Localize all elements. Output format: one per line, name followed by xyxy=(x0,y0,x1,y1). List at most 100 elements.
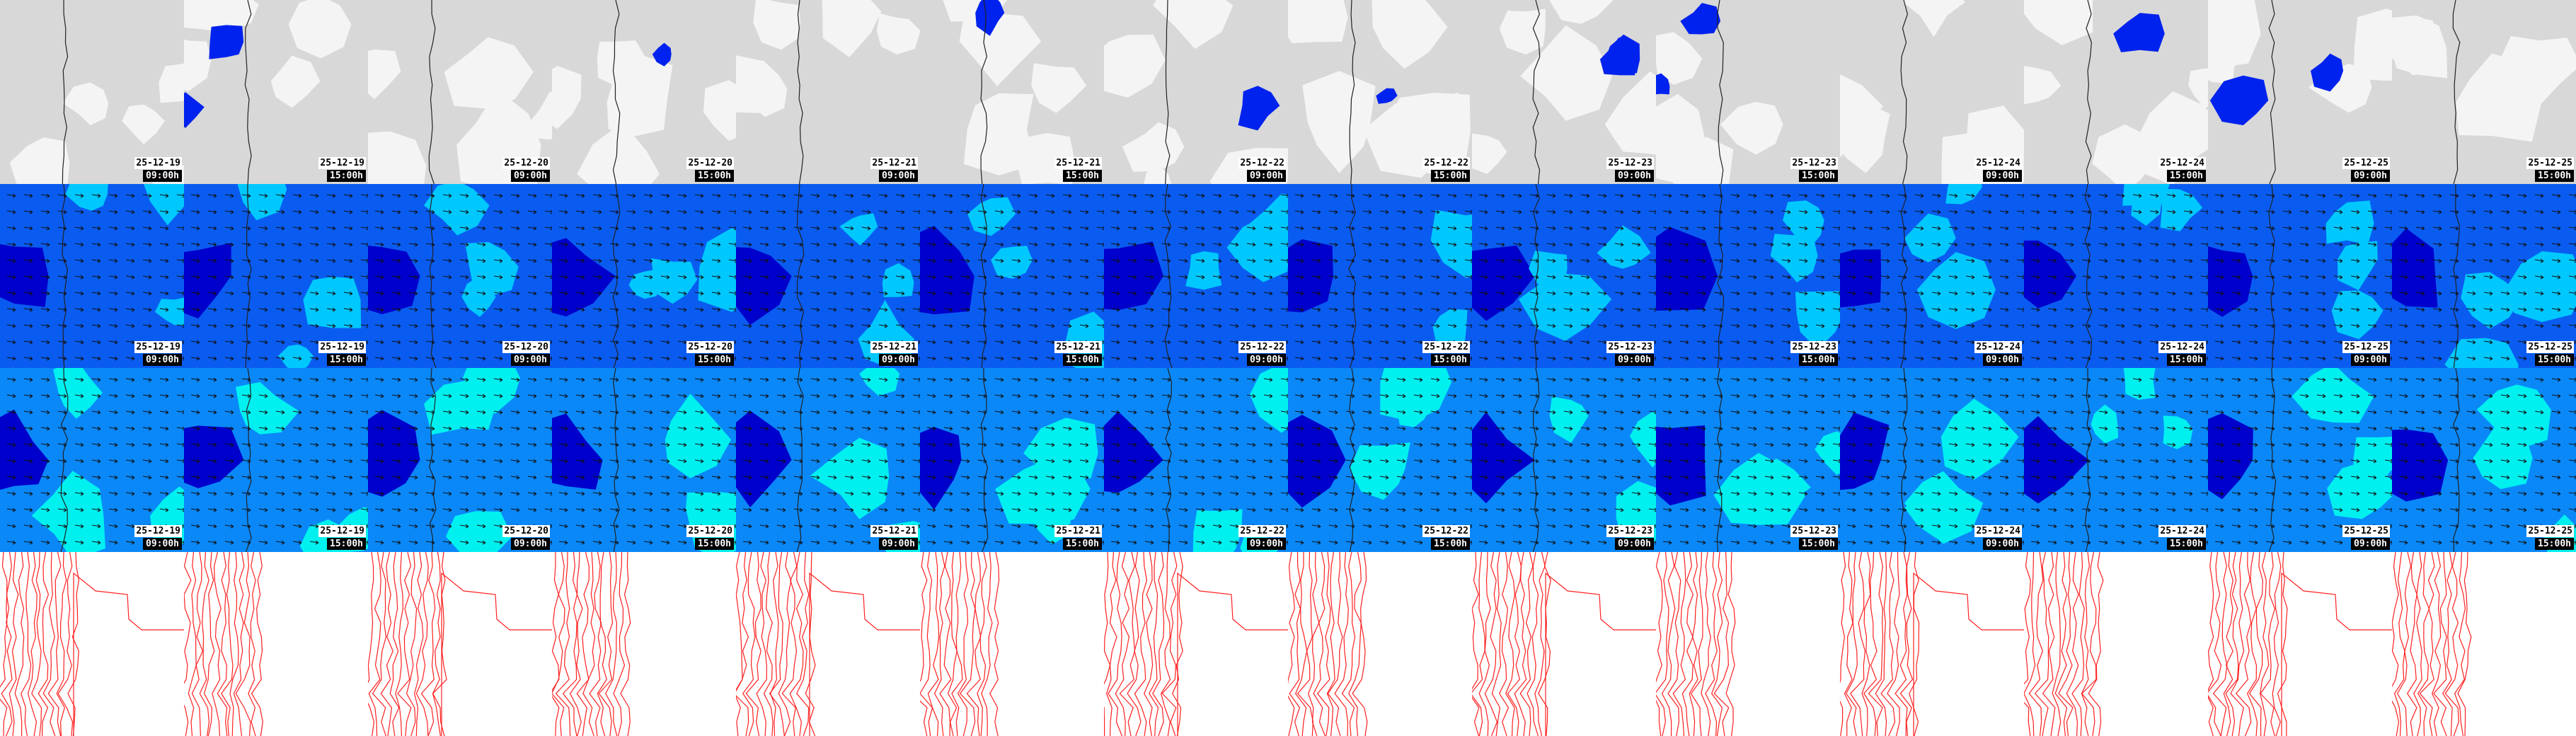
wind-arrow-icon xyxy=(844,340,854,345)
wind-map-lower-tile[interactable]: 25-12-25 15:00h xyxy=(2392,368,2576,552)
pressure-isobar-map-tile[interactable] xyxy=(552,552,736,736)
wind-arrow-icon xyxy=(2200,475,2208,480)
pressure-isobar-map-tile[interactable] xyxy=(1656,552,1840,736)
wind-arrow-icon xyxy=(40,442,50,447)
pressure-isobar-map-tile[interactable] xyxy=(1840,552,2024,736)
wind-arrow-icon xyxy=(742,426,752,431)
wind-arrow-icon xyxy=(74,209,84,214)
wind-arrow-icon xyxy=(224,209,234,214)
cloud-cover-map-tile[interactable]: 25-12-25 15:00h xyxy=(2392,0,2576,184)
wind-arrow-icon xyxy=(2098,426,2108,431)
wind-arrow-icon xyxy=(1679,540,1689,545)
pressure-isobar-map-tile[interactable] xyxy=(2208,552,2392,736)
wind-arrow-icon xyxy=(309,258,319,263)
wind-arrow-icon xyxy=(558,442,568,447)
wind-arrow-icon xyxy=(1079,377,1089,382)
wind-map-lower-tile[interactable]: 25-12-21 09:00h xyxy=(736,368,920,552)
wind-map-upper-tile[interactable]: 25-12-23 09:00h xyxy=(1472,184,1656,368)
wind-map-lower-tile[interactable]: 25-12-24 09:00h xyxy=(1840,368,2024,552)
wind-map-lower-tile[interactable]: 25-12-19 15:00h xyxy=(184,368,368,552)
wind-arrow-icon xyxy=(2316,377,2326,382)
wind-arrow-icon xyxy=(912,442,920,447)
wind-map-lower-tile[interactable]: 25-12-24 15:00h xyxy=(2024,368,2208,552)
wind-map-upper-tile[interactable]: 25-12-21 15:00h xyxy=(920,184,1104,368)
wind-arrow-icon xyxy=(1863,242,1873,247)
pressure-isobar-map-tile[interactable] xyxy=(1104,552,1288,736)
pressure-isobar-map-tile[interactable] xyxy=(2024,552,2208,736)
wind-arrow-icon xyxy=(374,226,384,231)
wind-arrow-icon xyxy=(861,275,871,280)
clear-sky-area xyxy=(1520,25,1613,121)
pressure-isobar-map-tile[interactable] xyxy=(368,552,552,736)
cloud-cover-map-tile[interactable]: 25-12-24 15:00h xyxy=(2024,0,2208,184)
wind-map-upper-tile[interactable]: 25-12-21 09:00h xyxy=(736,184,920,368)
pressure-isobar-map-tile[interactable] xyxy=(0,552,184,736)
wind-map-lower-tile[interactable]: 25-12-23 15:00h xyxy=(1656,368,1840,552)
wind-map-lower-tile[interactable]: 25-12-22 15:00h xyxy=(1288,368,1472,552)
wind-arrow-icon xyxy=(2500,393,2510,398)
cloud-cover-map-tile[interactable]: 25-12-23 15:00h xyxy=(1656,0,1840,184)
wind-map-upper-tile[interactable]: 25-12-20 09:00h xyxy=(368,184,552,368)
wind-map-lower-tile[interactable]: 25-12-22 09:00h xyxy=(1104,368,1288,552)
cloud-cover-map-tile[interactable]: 25-12-25 09:00h xyxy=(2208,0,2392,184)
wind-arrow-icon xyxy=(1045,275,1055,280)
pressure-isobar-map-tile[interactable] xyxy=(1472,552,1656,736)
clear-sky-area xyxy=(1656,32,1703,85)
pressure-isobar-map-tile[interactable] xyxy=(1288,552,1472,736)
wind-arrow-icon xyxy=(776,426,786,431)
wind-map-upper-tile[interactable]: 25-12-19 15:00h xyxy=(184,184,368,368)
wind-arrow-icon xyxy=(1713,491,1723,496)
cloud-cover-map-tile[interactable]: 25-12-19 15:00h xyxy=(184,0,368,184)
wind-arrow-icon xyxy=(2483,323,2493,328)
pressure-isobar-map-tile[interactable] xyxy=(2392,552,2576,736)
pressure-isobar-map-tile[interactable] xyxy=(920,552,1104,736)
wind-arrow-icon xyxy=(1028,524,1038,529)
wind-arrow-icon xyxy=(2449,377,2459,382)
wind-arrow-icon xyxy=(2316,275,2326,280)
wind-arrow-icon xyxy=(2200,226,2208,231)
wind-arrow-icon xyxy=(2333,507,2343,512)
cloud-cover-map-tile[interactable]: 25-12-22 15:00h xyxy=(1288,0,1472,184)
wind-map-upper-tile[interactable]: 25-12-24 15:00h xyxy=(2024,184,2208,368)
wind-arrow-icon xyxy=(1045,507,1055,512)
wind-map-lower-tile[interactable]: 25-12-20 09:00h xyxy=(368,368,552,552)
wind-map-lower-tile[interactable]: 25-12-20 15:00h xyxy=(552,368,736,552)
wind-arrow-icon xyxy=(1379,426,1389,431)
pressure-isobar-map-tile[interactable] xyxy=(184,552,368,736)
wind-arrow-icon xyxy=(527,258,537,263)
wind-arrow-icon xyxy=(1747,393,1757,398)
cloud-cover-map-tile[interactable]: 25-12-21 09:00h xyxy=(736,0,920,184)
wind-arrow-icon xyxy=(2132,393,2142,398)
wind-arrow-icon xyxy=(343,507,353,512)
cloud-cover-map-tile[interactable]: 25-12-20 15:00h xyxy=(552,0,736,184)
wind-map-upper-tile[interactable]: 25-12-24 09:00h xyxy=(1840,184,2024,368)
wind-arrow-icon xyxy=(660,193,670,198)
wind-map-upper-tile[interactable]: 25-12-19 09:00h xyxy=(0,184,184,368)
wind-arrow-icon xyxy=(1512,442,1522,447)
wind-map-upper-tile[interactable]: 25-12-22 15:00h xyxy=(1288,184,1472,368)
wind-arrow-icon xyxy=(2231,209,2241,214)
cloud-cover-map-tile[interactable]: 25-12-23 09:00h xyxy=(1472,0,1656,184)
cloud-cover-map-tile[interactable]: 25-12-24 09:00h xyxy=(1840,0,2024,184)
cloud-cover-map-tile[interactable]: 25-12-22 09:00h xyxy=(1104,0,1288,184)
cloud-cover-map-tile[interactable]: 25-12-20 09:00h xyxy=(368,0,552,184)
wind-map-lower-tile[interactable]: 25-12-23 09:00h xyxy=(1472,368,1656,552)
wind-map-upper-tile[interactable]: 25-12-23 15:00h xyxy=(1656,184,1840,368)
pressure-isobar-map-tile[interactable] xyxy=(736,552,920,736)
cloud-cover-map-tile[interactable]: 25-12-21 15:00h xyxy=(920,0,1104,184)
wind-arrow-icon xyxy=(1028,393,1038,398)
wind-map-lower-tile[interactable]: 25-12-25 09:00h xyxy=(2208,368,2392,552)
wind-arrow-icon xyxy=(1096,377,1104,382)
wind-map-lower-tile[interactable]: 25-12-19 09:00h xyxy=(0,368,184,552)
wind-map-lower-tile[interactable]: 25-12-21 15:00h xyxy=(920,368,1104,552)
wind-map-upper-tile[interactable]: 25-12-25 15:00h xyxy=(2392,184,2576,368)
wind-map-upper-tile[interactable]: 25-12-22 09:00h xyxy=(1104,184,1288,368)
wind-arrow-icon xyxy=(1713,258,1723,263)
wind-arrow-icon xyxy=(844,393,854,398)
wind-arrow-icon xyxy=(994,507,1004,512)
wind-map-upper-tile[interactable]: 25-12-25 09:00h xyxy=(2208,184,2392,368)
wind-arrow-icon xyxy=(2248,242,2258,247)
wind-arrow-icon xyxy=(23,475,33,480)
wind-map-upper-tile[interactable]: 25-12-20 15:00h xyxy=(552,184,736,368)
cloud-cover-map-tile[interactable]: 25-12-19 09:00h xyxy=(0,0,184,184)
